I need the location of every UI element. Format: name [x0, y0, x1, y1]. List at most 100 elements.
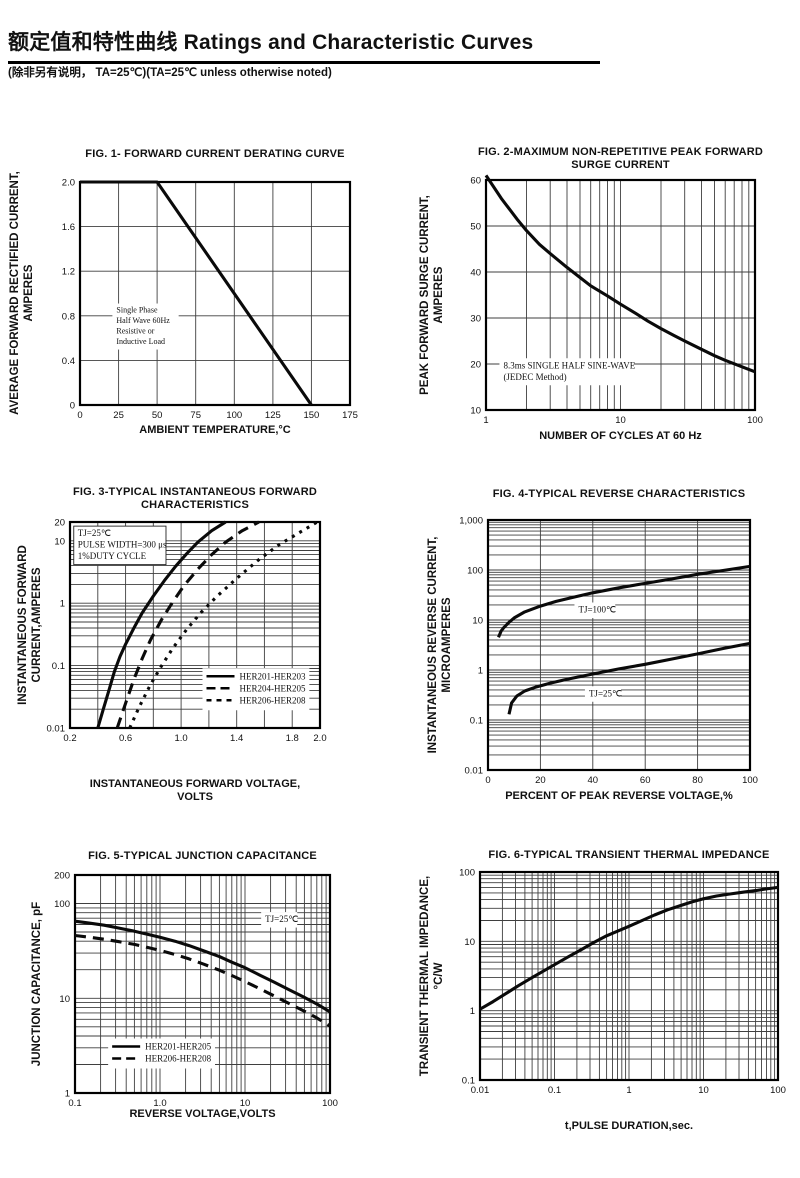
svg-text:Single Phase: Single Phase: [116, 306, 158, 315]
fig3-x-axis-label: INSTANTANEOUS FORWARD VOLTAGE, VOLTS: [89, 778, 301, 803]
svg-text:HER201-HER203: HER201-HER203: [240, 671, 306, 681]
svg-text:100: 100: [54, 899, 70, 910]
svg-text:60: 60: [470, 176, 481, 187]
fig3-plot: 0.2 0.6 1.0 1.4 1.8 2.0 0.01 0.1 1 10 20 TJ=25℃ PULS…: [47, 518, 327, 745]
svg-text:TJ=25℃: TJ=25℃: [589, 688, 622, 698]
svg-text:100: 100: [226, 410, 242, 421]
svg-text:(JEDEC Method): (JEDEC Method): [503, 372, 566, 382]
svg-text:100: 100: [322, 1098, 338, 1109]
svg-text:1: 1: [626, 1085, 631, 1096]
svg-text:1%DUTY CYCLE: 1%DUTY CYCLE: [78, 551, 147, 561]
svg-text:10: 10: [470, 406, 481, 417]
svg-text:40: 40: [588, 775, 599, 786]
svg-text:TJ=100℃: TJ=100℃: [578, 605, 616, 615]
svg-text:0.1: 0.1: [462, 1076, 475, 1087]
fig5-x-axis-label: REVERSE VOLTAGE,VOLTS: [129, 1108, 276, 1120]
svg-text:25: 25: [113, 410, 124, 421]
fig4-plot: 0 20 40 60 80 100 0.01 0.1 1 10 100 1,000 TJ=100℃ TJ=…: [459, 516, 758, 787]
svg-text:100: 100: [467, 566, 483, 577]
svg-text:0.1: 0.1: [470, 716, 483, 727]
svg-text:1: 1: [483, 415, 488, 426]
svg-text:150: 150: [303, 410, 319, 421]
svg-text:1.0: 1.0: [153, 1098, 166, 1109]
svg-text:75: 75: [190, 410, 201, 421]
svg-text:0.8: 0.8: [62, 311, 75, 322]
svg-text:100: 100: [770, 1085, 786, 1096]
fig6-x-axis-label: t,PULSE DURATION,sec.: [564, 1120, 694, 1132]
fig3-title: FIG. 3-TYPICAL INSTANTANEOUS FORWARD CHA…: [72, 486, 318, 511]
svg-text:175: 175: [342, 410, 358, 421]
page-title: 额定值和特性曲线 Ratings and Characteristic Curv…: [8, 26, 600, 64]
svg-text:10: 10: [464, 937, 475, 948]
svg-text:20: 20: [470, 360, 481, 371]
svg-text:0.6: 0.6: [119, 733, 132, 744]
svg-text:1.4: 1.4: [230, 733, 243, 744]
fig1-plot: 0 25 50 75 100 125 150 175 0 0.4 0.8 1.2 1.6 2.0 Singl…: [62, 178, 358, 422]
svg-text:TJ=25℃: TJ=25℃: [78, 528, 111, 538]
svg-text:1: 1: [60, 599, 65, 610]
fig5-title: FIG. 5-TYPICAL JUNCTION CAPACITANCE: [88, 850, 317, 862]
svg-text:50: 50: [470, 222, 481, 233]
svg-text:10: 10: [240, 1098, 251, 1109]
svg-text:60: 60: [640, 775, 651, 786]
svg-text:HER204-HER205: HER204-HER205: [240, 683, 306, 693]
svg-text:TJ=25℃: TJ=25℃: [265, 914, 298, 924]
svg-text:80: 80: [692, 775, 703, 786]
fig5-plot: 0.1 1.0 10 100 1 10 100 200 TJ=25℃ HER201-HER205 H…: [54, 871, 338, 1110]
fig1-title: FIG. 1- FORWARD CURRENT DERATING CURVE: [85, 148, 345, 160]
svg-text:Inductive Load: Inductive Load: [116, 337, 165, 346]
fig2-x-axis-label: NUMBER OF CYCLES AT 60 Hz: [539, 430, 702, 442]
svg-text:0.01: 0.01: [47, 724, 66, 735]
svg-text:1.8: 1.8: [286, 733, 299, 744]
svg-text:1.2: 1.2: [62, 267, 75, 278]
svg-text:10: 10: [59, 994, 70, 1005]
svg-text:200: 200: [54, 871, 70, 882]
svg-text:10: 10: [698, 1085, 709, 1096]
svg-text:10: 10: [54, 536, 65, 547]
svg-text:0.1: 0.1: [68, 1098, 81, 1109]
svg-text:0: 0: [70, 401, 75, 412]
svg-text:HER201-HER205: HER201-HER205: [145, 1042, 211, 1052]
svg-text:HER206-HER208: HER206-HER208: [145, 1054, 211, 1064]
svg-text:0: 0: [485, 775, 490, 786]
svg-text:2.0: 2.0: [62, 178, 75, 189]
svg-text:Resistive or: Resistive or: [116, 327, 154, 336]
page-subtitle: (除非另有说明， TA=25℃)(TA=25℃ unless otherwise…: [8, 67, 332, 79]
svg-text:20: 20: [535, 775, 546, 786]
svg-text:0.01: 0.01: [465, 766, 484, 777]
page-title-en: Ratings and Characteristic Curves: [183, 31, 534, 54]
svg-text:HER206-HER208: HER206-HER208: [240, 695, 306, 705]
svg-text:Half Wave 60Hz: Half Wave 60Hz: [116, 316, 170, 325]
svg-text:40: 40: [470, 268, 481, 279]
svg-text:0.4: 0.4: [62, 356, 75, 367]
svg-text:8.3ms SINGLE HALF SINE-WAVE: 8.3ms SINGLE HALF SINE-WAVE: [503, 360, 635, 370]
fig2-title: FIG. 2-MAXIMUM NON-REPETITIVE PEAK FORWA…: [477, 146, 764, 171]
page-title-zh: 额定值和特性曲线: [8, 31, 178, 54]
svg-text:1: 1: [470, 1006, 475, 1017]
svg-text:100: 100: [742, 775, 758, 786]
svg-text:1: 1: [478, 666, 483, 677]
fig1-y-axis-label: AVERAGE FORWARD RECTIFIED CURRENT, AMPER…: [9, 171, 35, 415]
svg-text:1.6: 1.6: [62, 222, 75, 233]
fig4-x-axis-label: PERCENT OF PEAK REVERSE VOLTAGE,%: [505, 790, 733, 802]
svg-text:1,000: 1,000: [459, 516, 483, 527]
svg-text:0: 0: [77, 410, 82, 421]
svg-text:1: 1: [65, 1089, 70, 1100]
svg-text:0.2: 0.2: [63, 733, 76, 744]
svg-text:125: 125: [265, 410, 281, 421]
svg-text:2.0: 2.0: [313, 733, 326, 744]
svg-text:20: 20: [54, 518, 65, 529]
svg-text:10: 10: [472, 616, 483, 627]
svg-text:PULSE WIDTH=300 μs: PULSE WIDTH=300 μs: [78, 540, 167, 550]
fig6-title: FIG. 6-TYPICAL TRANSIENT THERMAL IMPEDAN…: [488, 849, 770, 861]
svg-text:1.0: 1.0: [175, 733, 188, 744]
svg-text:30: 30: [470, 314, 481, 325]
svg-text:50: 50: [152, 410, 163, 421]
fig4-title: FIG. 4-TYPICAL REVERSE CHARACTERISTICS: [492, 488, 746, 500]
svg-text:0.01: 0.01: [471, 1085, 490, 1096]
svg-text:100: 100: [459, 868, 475, 879]
svg-text:100: 100: [747, 415, 763, 426]
